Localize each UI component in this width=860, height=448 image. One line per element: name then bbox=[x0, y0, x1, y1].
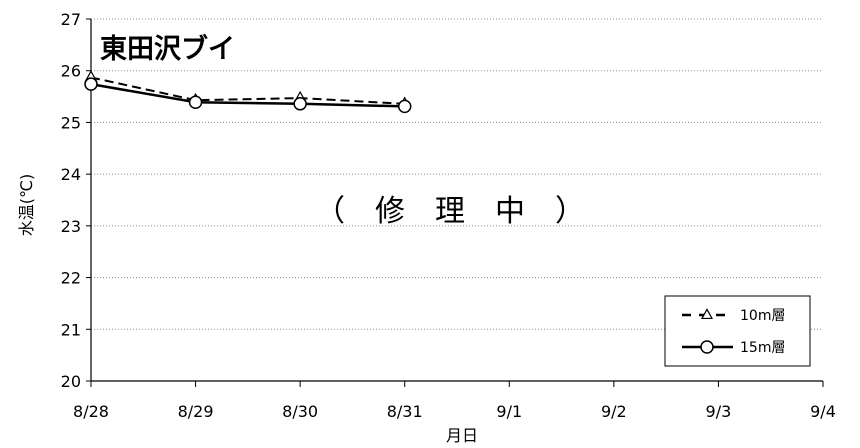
legend-marker-triangle bbox=[700, 308, 714, 320]
data-point-circle bbox=[188, 95, 203, 110]
chart-title: 東田沢ブイ bbox=[100, 33, 235, 65]
series-line bbox=[90, 82, 405, 108]
data-point-circle bbox=[293, 97, 307, 111]
x-tick-label: 9/2 bbox=[601, 402, 627, 421]
data-point-circle bbox=[84, 77, 98, 91]
y-tick-label: 21 bbox=[61, 320, 81, 339]
legend-label: 15m層 bbox=[740, 340, 785, 356]
x-tick-label: 8/31 bbox=[387, 402, 423, 421]
legend-box bbox=[664, 295, 811, 367]
y-tick-label: 23 bbox=[61, 217, 81, 236]
chart-annotation: （ 修 理 中 ） bbox=[315, 194, 585, 229]
y-tick-label: 25 bbox=[61, 113, 81, 132]
series-layer bbox=[84, 70, 412, 114]
y-tick-label: 22 bbox=[61, 269, 81, 288]
y-tick-label: 20 bbox=[61, 372, 81, 391]
x-tick-label: 9/4 bbox=[810, 402, 836, 421]
x-tick-label: 9/1 bbox=[496, 402, 522, 421]
series-line bbox=[90, 76, 405, 105]
x-axis-label: 月日 bbox=[446, 426, 478, 445]
legend-marker-circle bbox=[700, 340, 714, 354]
y-axis-label: 水温(℃) bbox=[17, 174, 36, 236]
x-axis-ticks: 8/28 8/29 8/30 8/31 9/1 9/2 9/3 9/4 bbox=[73, 381, 836, 421]
y-tick-label: 24 bbox=[61, 165, 81, 184]
y-tick-label: 27 bbox=[61, 10, 81, 29]
x-tick-label: 8/28 bbox=[73, 402, 109, 421]
grid-lines bbox=[91, 18, 823, 330]
x-tick-label: 8/30 bbox=[282, 402, 318, 421]
x-tick-label: 8/29 bbox=[178, 402, 214, 421]
y-axis-ticks: 20 21 22 23 24 25 26 27 bbox=[61, 10, 91, 391]
legend-label: 10m層 bbox=[740, 308, 785, 324]
data-point-circle bbox=[397, 99, 412, 114]
legend: 10m層 15m層 bbox=[664, 295, 811, 367]
y-tick-label: 26 bbox=[61, 62, 81, 81]
x-tick-label: 9/3 bbox=[706, 402, 732, 421]
